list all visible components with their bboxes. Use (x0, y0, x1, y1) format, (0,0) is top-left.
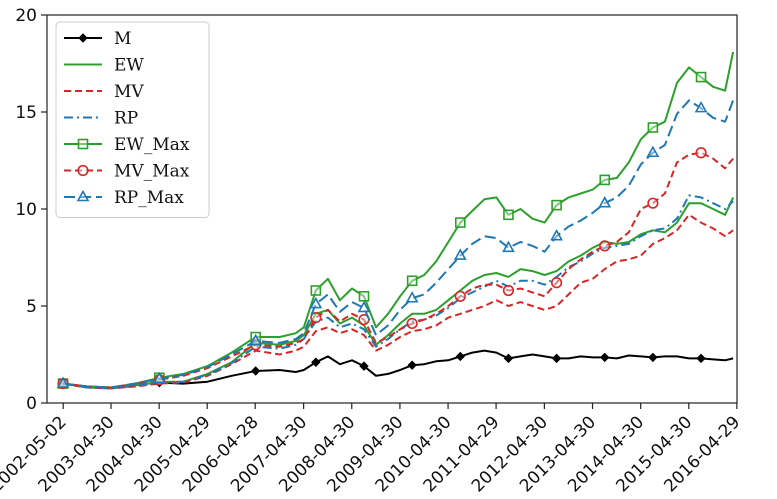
legend-item: MV_Max (64, 162, 190, 182)
data-point (695, 71, 707, 83)
legend-item: RP (64, 109, 138, 129)
series-m (58, 349, 734, 389)
legend-item: M (64, 29, 131, 49)
data-point (311, 357, 321, 367)
series-mv (62, 213, 734, 390)
data-point (695, 147, 707, 159)
legend: M EW MV RP EW_Max MV_Max RP_Max (55, 21, 210, 218)
data-point (454, 217, 466, 228)
series-line (62, 349, 734, 389)
y-tick-label: 15 (15, 103, 37, 123)
data-point (249, 333, 263, 346)
data-point (56, 376, 70, 388)
data-point (250, 366, 261, 376)
y-axis: 0 5 10 15 20 (15, 6, 47, 414)
legend-label: RP_Max (114, 188, 184, 208)
data-point (310, 285, 322, 296)
legend-box (55, 21, 210, 218)
data-point (78, 33, 88, 43)
series-line (62, 151, 734, 389)
data-point (551, 353, 562, 364)
y-tick-label: 10 (15, 200, 37, 220)
series-rp (62, 194, 734, 390)
data-point (405, 291, 419, 303)
legend-item: RP_Max (64, 188, 184, 208)
legend-label: EW_Max (114, 135, 190, 155)
data-point (76, 189, 90, 202)
series-line (62, 194, 734, 390)
data-point (647, 197, 659, 209)
legend-label: EW (114, 56, 144, 76)
data-point (358, 290, 370, 302)
data-point (648, 352, 658, 363)
data-point (406, 317, 418, 330)
legend-item: EW (64, 56, 144, 76)
data-point (359, 361, 369, 371)
data-point (453, 248, 467, 260)
legend-label: MV_Max (114, 162, 190, 182)
data-point (502, 284, 515, 297)
data-point (407, 360, 417, 370)
data-point (152, 371, 166, 384)
data-point (696, 353, 706, 364)
data-point (454, 290, 466, 302)
legend-item: MV (64, 82, 144, 102)
data-point (77, 164, 89, 177)
data-point (599, 174, 611, 186)
data-point (310, 312, 322, 324)
data-point (550, 277, 563, 289)
legend-label: M (114, 29, 131, 49)
data-point (694, 100, 708, 113)
data-point (406, 275, 418, 287)
data-point (357, 300, 371, 313)
legend-item: EW_Max (64, 135, 190, 155)
data-point (77, 138, 89, 150)
data-point (599, 240, 611, 252)
legend-label: MV (114, 82, 144, 102)
data-point (550, 229, 563, 241)
data-point (502, 240, 515, 253)
data-point (600, 352, 610, 363)
series-layer (56, 51, 735, 390)
x-axis: 2002-05-022003-04-302004-04-302005-04-29… (0, 403, 744, 496)
y-tick-label: 5 (26, 297, 37, 317)
data-point (647, 122, 659, 133)
data-point (309, 296, 323, 309)
data-point (598, 196, 612, 208)
data-point (503, 209, 514, 221)
y-tick-label: 20 (15, 6, 37, 26)
series-line (62, 213, 734, 390)
data-point (503, 353, 514, 364)
y-tick-label: 0 (26, 394, 37, 414)
data-point (455, 351, 466, 362)
data-point (551, 199, 562, 211)
series-rp-max (56, 99, 735, 389)
data-point (646, 145, 660, 158)
legend-label: RP (114, 109, 138, 129)
